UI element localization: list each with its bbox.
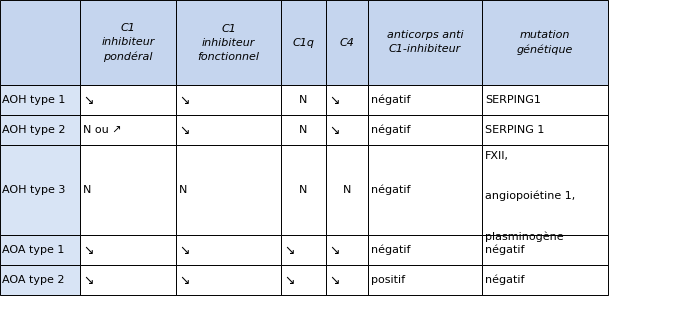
Text: ↘: ↘: [329, 94, 339, 106]
Bar: [482, 85, 608, 115]
Text: SERPING1: SERPING1: [485, 95, 541, 105]
Text: FXII,

angiopoiétine 1,

plasminogène: FXII, angiopoiétine 1, plasminogène: [485, 151, 575, 242]
Text: mutation
génétique: mutation génétique: [517, 30, 573, 55]
Bar: [326, 145, 368, 235]
Text: négatif: négatif: [371, 125, 411, 135]
Bar: [368, 115, 482, 145]
Text: ↘: ↘: [329, 123, 339, 136]
Text: N: N: [343, 185, 351, 195]
Bar: [482, 265, 608, 295]
Bar: [176, 85, 281, 115]
Text: C1q: C1q: [293, 37, 314, 48]
Bar: [326, 235, 368, 265]
Bar: [281, 115, 326, 145]
Bar: [0, 85, 80, 115]
Text: ↘: ↘: [179, 123, 190, 136]
Bar: [176, 115, 281, 145]
Bar: [80, 85, 176, 115]
Text: AOH type 1: AOH type 1: [2, 95, 65, 105]
Bar: [0, 115, 80, 145]
Text: ↘: ↘: [329, 243, 339, 256]
Bar: [326, 265, 368, 295]
Bar: [281, 85, 326, 115]
Text: ↘: ↘: [284, 243, 295, 256]
Text: N: N: [179, 185, 187, 195]
Text: C4: C4: [340, 37, 355, 48]
Text: négatif: négatif: [485, 245, 524, 255]
Text: AOH type 2: AOH type 2: [2, 125, 65, 135]
Text: N: N: [83, 185, 92, 195]
Bar: [281, 145, 326, 235]
Text: ↘: ↘: [179, 273, 190, 287]
Bar: [176, 265, 281, 295]
Bar: [176, 0, 281, 85]
Text: N: N: [299, 95, 308, 105]
Bar: [176, 145, 281, 235]
Text: anticorps anti
C1-inhibiteur: anticorps anti C1-inhibiteur: [387, 31, 463, 54]
Bar: [0, 145, 80, 235]
Bar: [368, 235, 482, 265]
Bar: [482, 145, 608, 235]
Text: ↘: ↘: [329, 273, 339, 287]
Bar: [0, 0, 80, 85]
Text: ↘: ↘: [83, 94, 94, 106]
Text: négatif: négatif: [371, 245, 411, 255]
Text: ↘: ↘: [179, 94, 190, 106]
Text: C1
inhibiteur
fonctionnel: C1 inhibiteur fonctionnel: [197, 24, 260, 61]
Bar: [281, 235, 326, 265]
Text: N ou ↗: N ou ↗: [83, 125, 122, 135]
Text: AOA type 2: AOA type 2: [2, 275, 65, 285]
Text: négatif: négatif: [371, 185, 411, 195]
Bar: [326, 115, 368, 145]
Text: ↘: ↘: [284, 273, 295, 287]
Bar: [80, 0, 176, 85]
Text: négatif: négatif: [371, 95, 411, 105]
Text: N: N: [299, 185, 308, 195]
Text: C1
inhibiteur
pondéral: C1 inhibiteur pondéral: [102, 23, 155, 62]
Bar: [0, 235, 80, 265]
Text: ↘: ↘: [83, 273, 94, 287]
Bar: [80, 115, 176, 145]
Bar: [80, 235, 176, 265]
Bar: [368, 85, 482, 115]
Text: N: N: [299, 125, 308, 135]
Bar: [281, 0, 326, 85]
Bar: [176, 235, 281, 265]
Text: négatif: négatif: [485, 275, 524, 285]
Bar: [326, 0, 368, 85]
Bar: [80, 265, 176, 295]
Text: ↘: ↘: [83, 243, 94, 256]
Bar: [368, 0, 482, 85]
Bar: [0, 265, 80, 295]
Bar: [368, 145, 482, 235]
Bar: [482, 235, 608, 265]
Text: AOA type 1: AOA type 1: [2, 245, 65, 255]
Text: ↘: ↘: [179, 243, 190, 256]
Text: AOH type 3: AOH type 3: [2, 185, 65, 195]
Bar: [368, 265, 482, 295]
Bar: [482, 115, 608, 145]
Bar: [281, 265, 326, 295]
Text: positif: positif: [371, 275, 405, 285]
Bar: [80, 145, 176, 235]
Bar: [326, 85, 368, 115]
Text: SERPING 1: SERPING 1: [485, 125, 544, 135]
Bar: [482, 0, 608, 85]
